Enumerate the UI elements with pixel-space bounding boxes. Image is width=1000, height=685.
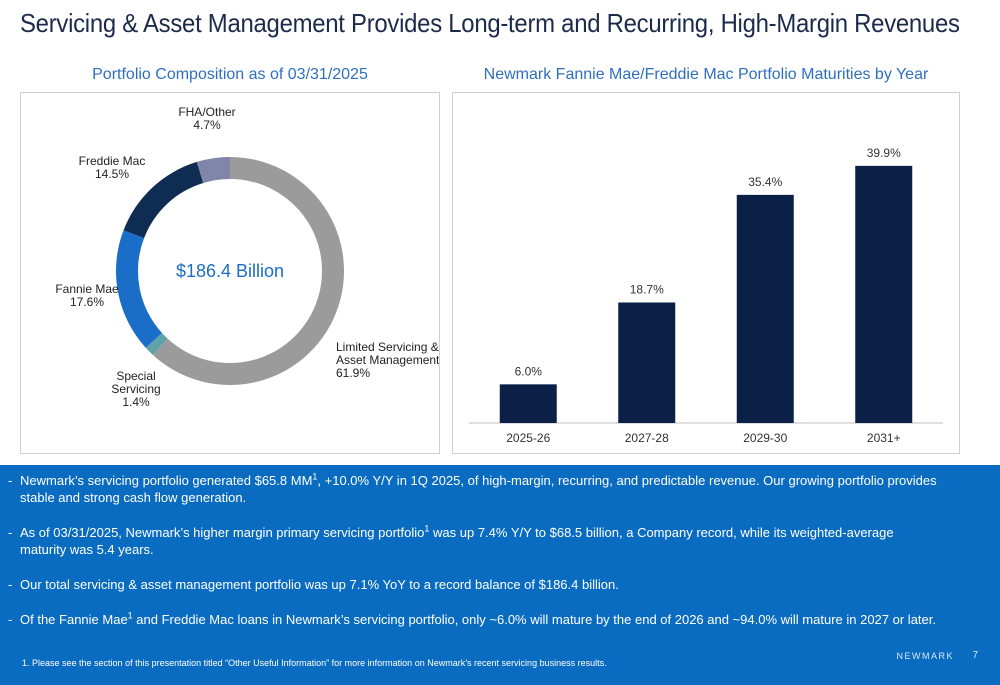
slice-value-label: 4.7% (193, 118, 221, 132)
slice-name-label: Fannie Mae (55, 282, 119, 296)
slice-name-label: Servicing (111, 382, 160, 396)
footnote-ref: 1 (127, 610, 133, 621)
bar (499, 384, 557, 423)
donut-slice (196, 157, 230, 183)
bullet-item: - As of 03/31/2025, Newmark’s higher marg… (8, 524, 938, 558)
bar (736, 194, 794, 423)
slice-name-label: Special (116, 369, 155, 383)
pie-chart-title: Portfolio Composition as of 03/31/2025 (92, 66, 368, 83)
slice-name-label: Limited Servicing & (336, 340, 439, 354)
donut-slice (115, 230, 163, 348)
bullet-marker: - (8, 612, 13, 627)
page-number: 7 (972, 650, 978, 661)
x-tick-label: 2025-26 (506, 431, 550, 445)
bar-value-label: 6.0% (515, 364, 543, 378)
slice-value-label: 17.6% (70, 295, 104, 309)
slice-value-label: 61.9% (336, 366, 370, 380)
donut-chart: Limited Servicing &Asset Management61.9%… (55, 105, 440, 409)
bar-chart-title: Newmark Fannie Mae/Freddie Mac Portfolio… (483, 66, 929, 83)
bullet-text: was up 7.4% Y/Y to $68.5 billion, a Comp… (20, 525, 894, 557)
bullet-item: - Our total servicing & asset management … (8, 576, 938, 593)
x-tick-label: 2027-28 (625, 431, 669, 445)
slide-title: Servicing & Asset Management Provides Lo… (20, 8, 960, 38)
bullet-text: Newmark’s servicing portfolio generated … (20, 473, 313, 488)
bar-chart-panel: 6.0% 2025-26 18.7% 2027-28 35.4% 2029-30 39.9%… (452, 92, 960, 454)
donut-slice (145, 332, 168, 355)
donut-slice (152, 157, 344, 385)
bar (618, 302, 676, 423)
bar-chart: 6.0% 2025-26 18.7% 2027-28 35.4% 2029-30 39.9%… (469, 146, 943, 445)
bullet-item: - Newmark’s servicing portfolio generated… (8, 472, 938, 506)
x-tick-label: 2031+ (867, 431, 901, 445)
bar (855, 165, 913, 423)
slice-name-label: Freddie Mac (79, 154, 146, 168)
bullet-text: Of the Fannie Mae (20, 612, 128, 627)
slice-value-label: 14.5% (95, 167, 129, 181)
brand-logo-text: NEWMARK (896, 651, 954, 661)
bullet-marker: - (8, 577, 13, 592)
footnote-ref: 1 (424, 523, 430, 534)
bullet-text: and Freddie Mac loans in Newmark’s servi… (132, 612, 936, 627)
slice-value-label: 1.4% (122, 395, 150, 409)
bar-value-label: 39.9% (867, 146, 901, 160)
bullet-text: , +10.0% Y/Y in 1Q 2025, of high-margin,… (20, 473, 937, 505)
donut-center-label: $186.4 Billion (176, 261, 284, 281)
bullet-marker: - (8, 525, 13, 540)
bullet-text: Our total servicing & asset management p… (20, 577, 619, 592)
bullet-item: - Of the Fannie Mae1 and Freddie Mac loan… (8, 611, 938, 628)
summary-bullets: - Newmark’s servicing portfolio generated… (8, 472, 938, 646)
summary-band (0, 465, 1000, 685)
pie-chart-panel: Limited Servicing & Asset Management 61.9%… (20, 92, 440, 454)
x-tick-label: 2029-30 (743, 431, 787, 445)
slice-name-label: Asset Management (336, 353, 439, 367)
footnote: 1. Please see the section of this presen… (22, 658, 607, 668)
bullet-marker: - (8, 473, 13, 488)
bar-value-label: 18.7% (630, 282, 664, 296)
donut-slice (123, 161, 204, 239)
footnote-ref: 1 (312, 471, 318, 482)
slice-name-label: FHA/Other (178, 105, 235, 119)
bar-value-label: 35.4% (748, 175, 782, 189)
bullet-text: As of 03/31/2025, Newmark’s higher margi… (20, 525, 425, 540)
